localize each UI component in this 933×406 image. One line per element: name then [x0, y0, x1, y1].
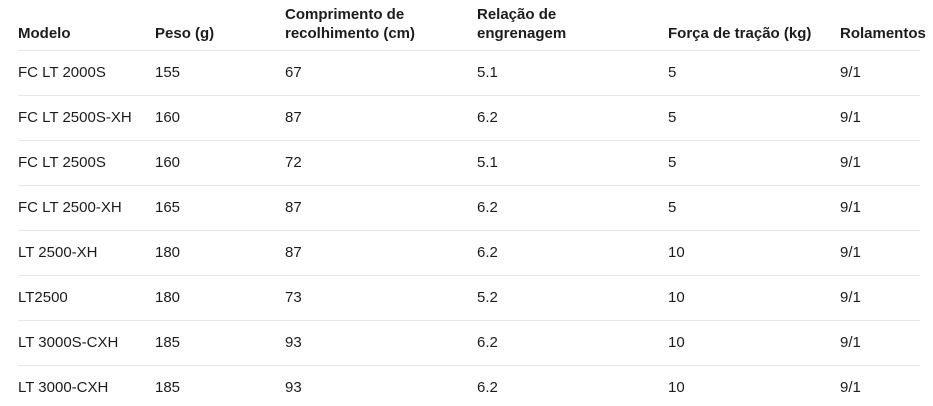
value-cell: 5: [668, 140, 840, 186]
value-cell: 155: [155, 50, 285, 96]
value-cell: 73: [285, 275, 477, 321]
value-cell: 87: [285, 230, 477, 276]
table-row: FC LT 2500S-XH 160 87 6.2 5 9/1: [18, 95, 920, 141]
header-row: Modelo Peso (g) Comprimento de recolhiment…: [18, 0, 926, 51]
model-cell: LT 3000-CXH: [18, 379, 109, 397]
column-header-1: Peso (g): [155, 0, 285, 51]
value-cell: 93: [285, 320, 477, 366]
table-row: FC LT 2500-XH 165 87 6.2 5 9/1: [18, 185, 920, 231]
column-header-3: Relação de engrenagem: [477, 0, 668, 51]
value-cell: 5: [668, 50, 840, 96]
value-cell: 5.2: [477, 275, 668, 321]
value-cell: 185: [155, 379, 181, 397]
value-cell: 72: [285, 140, 477, 186]
column-header-label: Peso (g): [155, 24, 215, 42]
model-cell: FC LT 2500S: [18, 140, 155, 186]
column-header-0: Modelo: [18, 0, 155, 51]
value-cell: 67: [285, 50, 477, 96]
table-row: FC LT 2000S 155 67 5.1 5 9/1: [18, 50, 920, 96]
value-cell: 180: [155, 230, 285, 276]
value-cell: 9/1: [840, 185, 920, 231]
value-cell: 6.2: [477, 230, 668, 276]
column-header-4: Força de tração (kg): [668, 0, 840, 51]
column-header-5: Rolamentos: [840, 0, 926, 51]
value-cell: 87: [285, 95, 477, 141]
value-cell: 9/1: [840, 95, 920, 141]
value-cell: 10: [668, 230, 840, 276]
column-header-label: Modelo: [18, 24, 71, 42]
value-cell: 180: [155, 275, 285, 321]
value-cell: 5: [668, 95, 840, 141]
value-cell: 93: [285, 379, 302, 397]
value-cell: 5: [668, 185, 840, 231]
column-header-label: Rolamentos: [840, 24, 926, 42]
model-cell: LT 2500-XH: [18, 230, 155, 276]
model-cell: FC LT 2500-XH: [18, 185, 155, 231]
value-cell: 6.2: [477, 185, 668, 231]
value-cell: 9/1: [840, 140, 920, 186]
table-row: LT 2500-XH 180 87 6.2 10 9/1: [18, 230, 920, 276]
column-header-2: Comprimento de recolhimento (cm): [285, 0, 477, 51]
value-cell: 9/1: [840, 275, 920, 321]
value-cell: 87: [285, 185, 477, 231]
model-cell: LT 3000S-CXH: [18, 320, 155, 366]
column-header-label: Comprimento de recolhimento (cm): [285, 5, 416, 42]
model-cell: FC LT 2000S: [18, 50, 155, 96]
model-cell: FC LT 2500S-XH: [18, 95, 155, 141]
value-cell: 6.2: [477, 95, 668, 141]
column-header-label: Força de tração (kg): [668, 24, 812, 42]
value-cell: 160: [155, 140, 285, 186]
table-row: LT 3000S-CXH 185 93 6.2 10 9/1: [18, 320, 920, 366]
model-cell: LT2500: [18, 275, 155, 321]
value-cell: 9/1: [840, 379, 861, 397]
value-cell: 185: [155, 320, 285, 366]
value-cell: 10: [668, 320, 840, 366]
value-cell: 165: [155, 185, 285, 231]
value-cell: 6.2: [477, 379, 498, 397]
reel-specs-table: Modelo Peso (g) Comprimento de recolhiment…: [18, 0, 926, 406]
column-header-label: Relação de engrenagem: [477, 5, 567, 42]
table-row: LT2500 180 73 5.2 10 9/1: [18, 275, 920, 321]
value-cell: 6.2: [477, 320, 668, 366]
table-row: LT 3000-CXH 185 93 6.2 10 9/1: [18, 365, 920, 406]
value-cell: 9/1: [840, 50, 920, 96]
value-cell: 5.1: [477, 50, 668, 96]
value-cell: 9/1: [840, 230, 920, 276]
value-cell: 5.1: [477, 140, 668, 186]
value-cell: 160: [155, 95, 285, 141]
value-cell: 10: [668, 275, 840, 321]
value-cell: 9/1: [840, 320, 920, 366]
value-cell: 10: [668, 379, 685, 397]
table-body: FC LT 2000S 155 67 5.1 5 9/1 FC LT 2500S-XH 160…: [18, 50, 920, 406]
table-row: FC LT 2500S 160 72 5.1 5 9/1: [18, 140, 920, 186]
